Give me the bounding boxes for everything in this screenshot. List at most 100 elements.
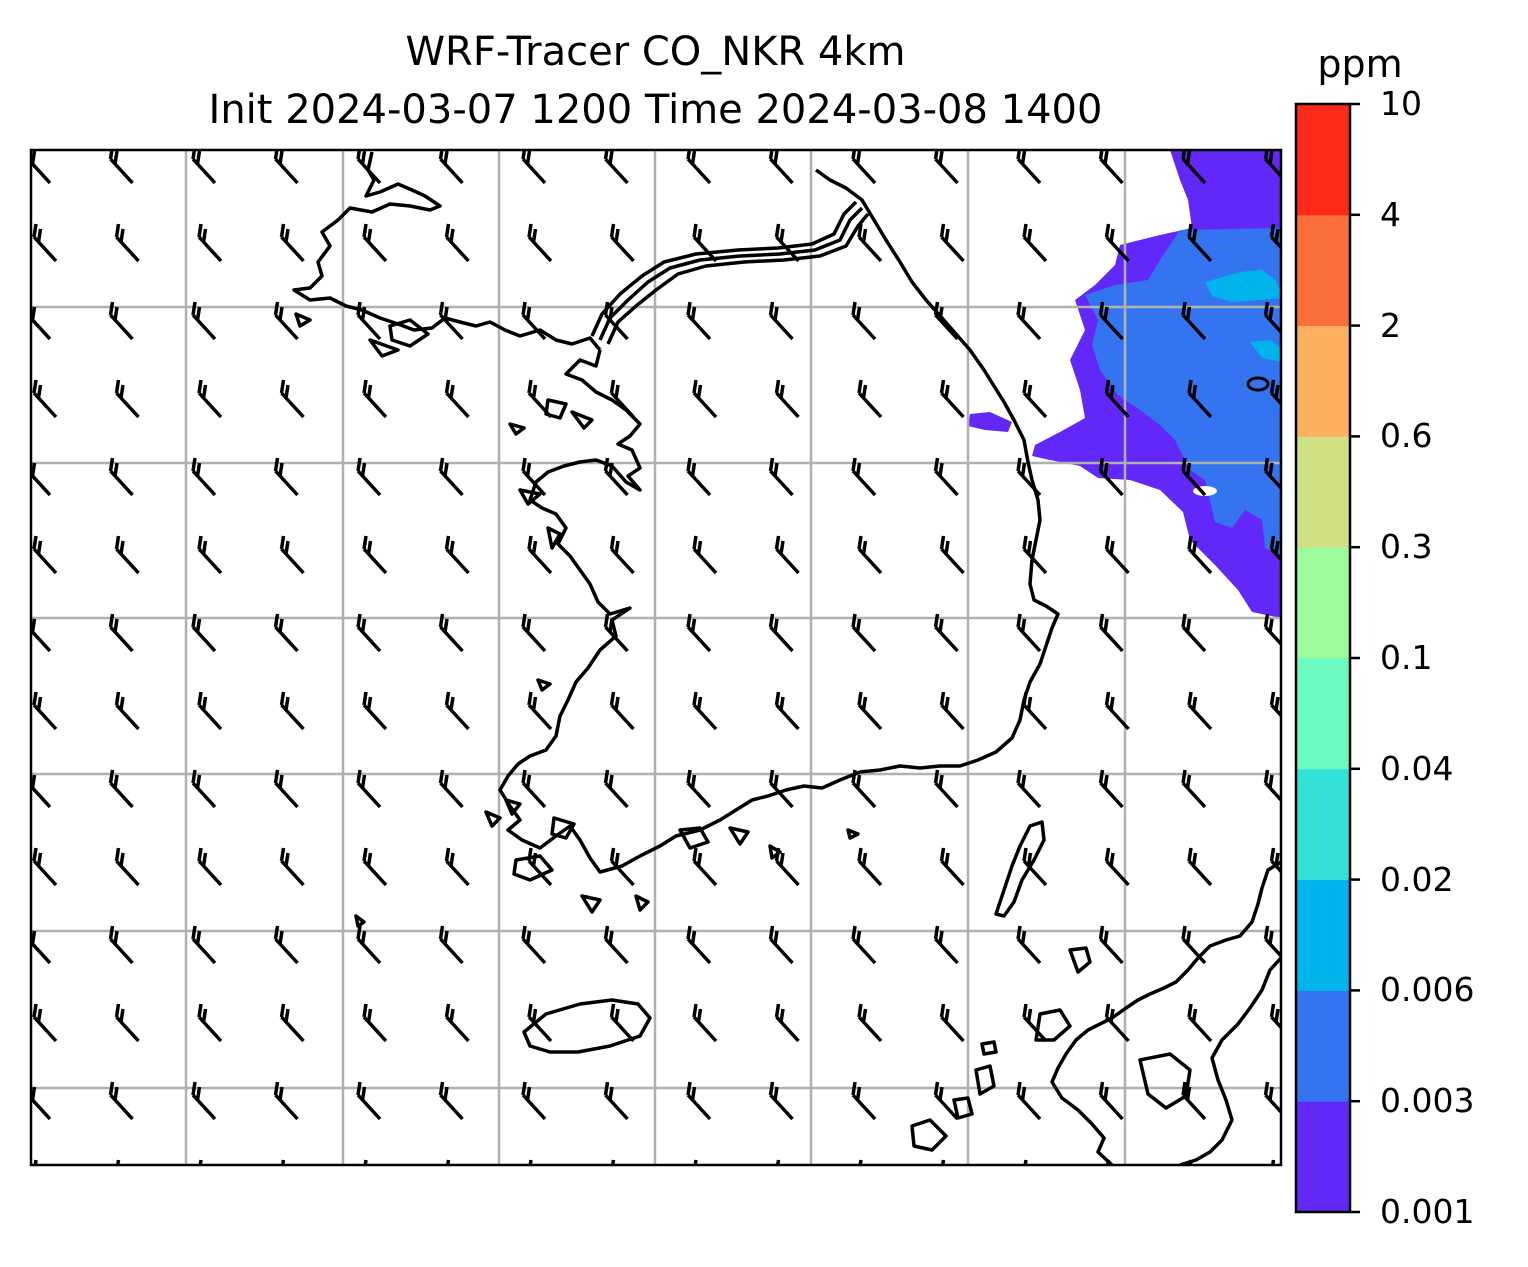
wind-barb [1181,301,1207,341]
wind-barb [114,847,140,887]
wind-barb [609,535,635,575]
colorbar-segment [1296,104,1350,216]
wind-barb [1098,1081,1124,1121]
wind-barb [356,925,382,965]
wind-barb [858,1159,866,1165]
wind-barb [521,457,547,497]
wind-barb [527,379,553,419]
wind-barb [1181,457,1207,497]
island [550,816,576,840]
wind-barb [603,457,629,497]
wind-barb [857,535,883,575]
wind-barb [438,925,464,965]
border-north-2 [590,200,858,337]
colorbar-tick-label: 0.3 [1380,527,1433,567]
colorbar-tick-label: 2 [1380,305,1401,345]
wind-barb [686,301,712,341]
wind-barb [191,150,217,185]
wind-barb [191,925,217,965]
wind-barb [857,1003,883,1043]
wind-barb [438,1081,464,1121]
wind-barb [1187,223,1213,263]
wind-barb [191,301,217,341]
island [518,488,542,506]
colorbar-segment [1296,214,1350,327]
wind-barb [768,1081,794,1121]
wind-barb [362,1003,388,1043]
wind-barb [1187,691,1213,731]
island [354,914,366,928]
island [536,678,552,692]
wind-barb [279,379,305,419]
wind-barb [1188,1159,1196,1165]
map-title-line2: Init 2024-03-07 1200 Time 2024-03-08 140… [208,87,1103,133]
island [484,810,502,828]
island [634,894,650,912]
wind-barb [115,1159,123,1165]
wind-barb [273,925,299,965]
wind-barb [1104,535,1130,575]
wind-barb [851,1081,877,1121]
wind-barb [1269,691,1281,718]
island [508,422,526,436]
wind-barb [273,457,299,497]
wind-barb [279,691,305,731]
wind-barb [1104,1003,1130,1043]
wind-barb [933,769,959,809]
colorbar-segment [1296,1101,1350,1213]
wind-barb [108,613,134,653]
colorbar-tick-label: 0.6 [1380,416,1433,456]
coastline-liaodong [292,151,602,352]
map-title-line1: WRF-Tracer CO_NKR 4km [405,29,906,75]
wind-barb [609,847,635,887]
colorbar-tick-label: 0.04 [1380,748,1454,788]
wind-barb [1016,150,1042,185]
wind-barb [1181,150,1207,185]
wind-barb [768,301,794,341]
wind-barb [1022,847,1048,887]
wind-barb [279,223,305,263]
wind-barb [444,379,470,419]
colorbar-segment [1296,658,1350,770]
wind-barb [1181,613,1207,653]
wind-barb [692,535,718,575]
wind-barb [1022,691,1048,731]
island [570,410,594,430]
wind-barb [521,613,547,653]
wind-barb [1269,1003,1281,1030]
wind-barb [686,457,712,497]
wind-barb [356,457,382,497]
wind-barb [939,1003,965,1043]
wind-barb [32,535,58,575]
colorbar-unit: ppm [1317,42,1403,86]
wind-barb [108,925,134,965]
wind-barb [939,223,965,263]
island-jeju [522,998,652,1054]
wind-barb [1263,925,1281,959]
wind-barb [273,150,299,185]
wind-barb [692,847,718,887]
wind-barb [851,925,877,965]
wind-barb [521,301,547,341]
wind-barb [774,847,800,887]
wind-barb [521,769,547,809]
wind-barb [32,1003,58,1043]
wind-barb [1187,535,1213,575]
colorbar-segment [1296,768,1350,881]
wind-barb [362,379,388,419]
wind-barb [693,1159,701,1165]
wind-barb [1263,1081,1281,1115]
wind-barb [1016,613,1042,653]
wind-barb [692,691,718,731]
wind-barb [603,613,629,653]
wind-barb [603,769,629,809]
island [678,826,710,850]
wind-barb [521,150,547,185]
wind-barb [273,301,299,341]
wind-barb [1104,847,1130,887]
wind-barb [108,769,134,809]
wind-barb [1181,769,1207,809]
map-gridlines [31,150,1281,1165]
wind-barb [768,769,794,809]
wind-barb [857,223,883,263]
